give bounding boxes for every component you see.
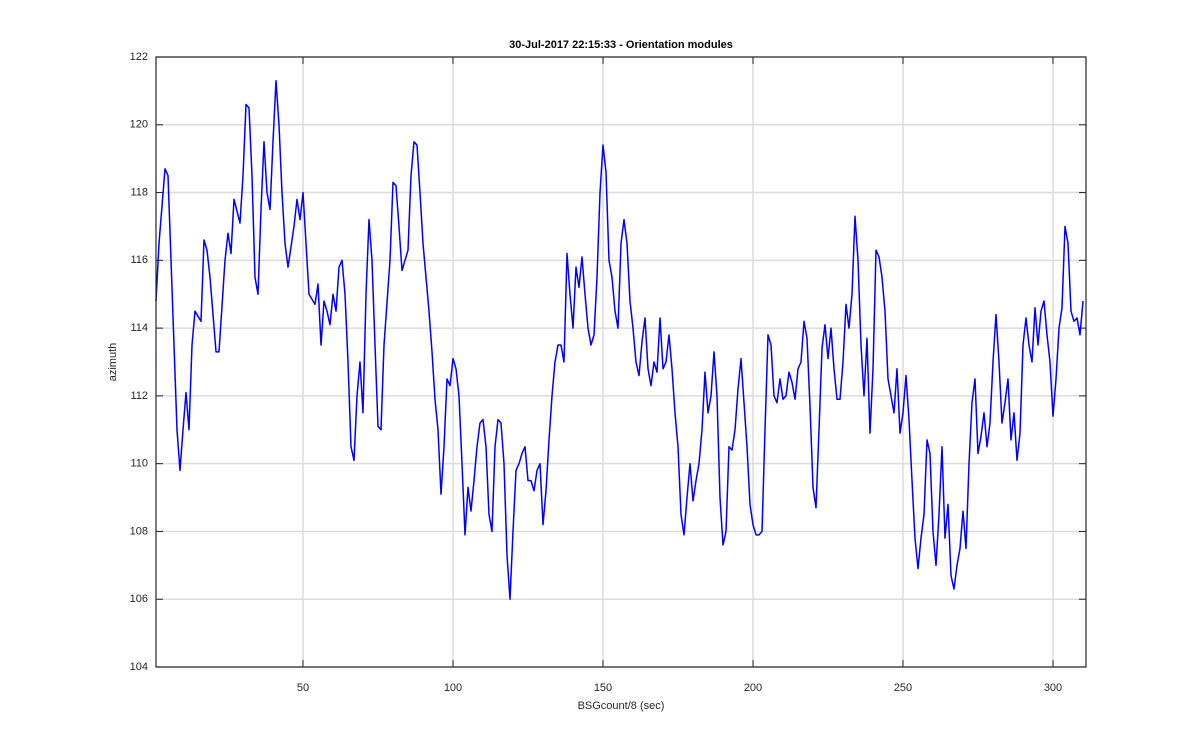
- y-tick-label: 122: [130, 51, 148, 63]
- y-axis-label: azimuth: [107, 343, 119, 382]
- y-tick-label: 112: [130, 390, 148, 402]
- y-tick-label: 116: [130, 254, 148, 266]
- x-tick-label: 200: [744, 682, 762, 694]
- chart-title: 30-Jul-2017 22:15:33 - Orientation modul…: [509, 39, 733, 51]
- x-tick-label: 50: [297, 682, 309, 694]
- data-line: [155, 79, 1084, 600]
- x-tick-label: 250: [894, 682, 912, 694]
- y-tick-label: 118: [130, 186, 148, 198]
- y-tick-label: 110: [130, 458, 148, 470]
- y-tick-label: 114: [130, 322, 148, 334]
- y-tick-label: 104: [130, 661, 148, 673]
- x-tick-label: 300: [1044, 682, 1062, 694]
- x-tick-label: 150: [594, 682, 612, 694]
- x-tick-label: 100: [444, 682, 462, 694]
- y-tick-label: 120: [130, 119, 148, 131]
- x-axis-label: BSGcount/8 (sec): [578, 700, 665, 712]
- y-tick-label: 108: [130, 525, 148, 537]
- y-tick-label: 106: [130, 593, 148, 605]
- axes-box: [155, 56, 1087, 668]
